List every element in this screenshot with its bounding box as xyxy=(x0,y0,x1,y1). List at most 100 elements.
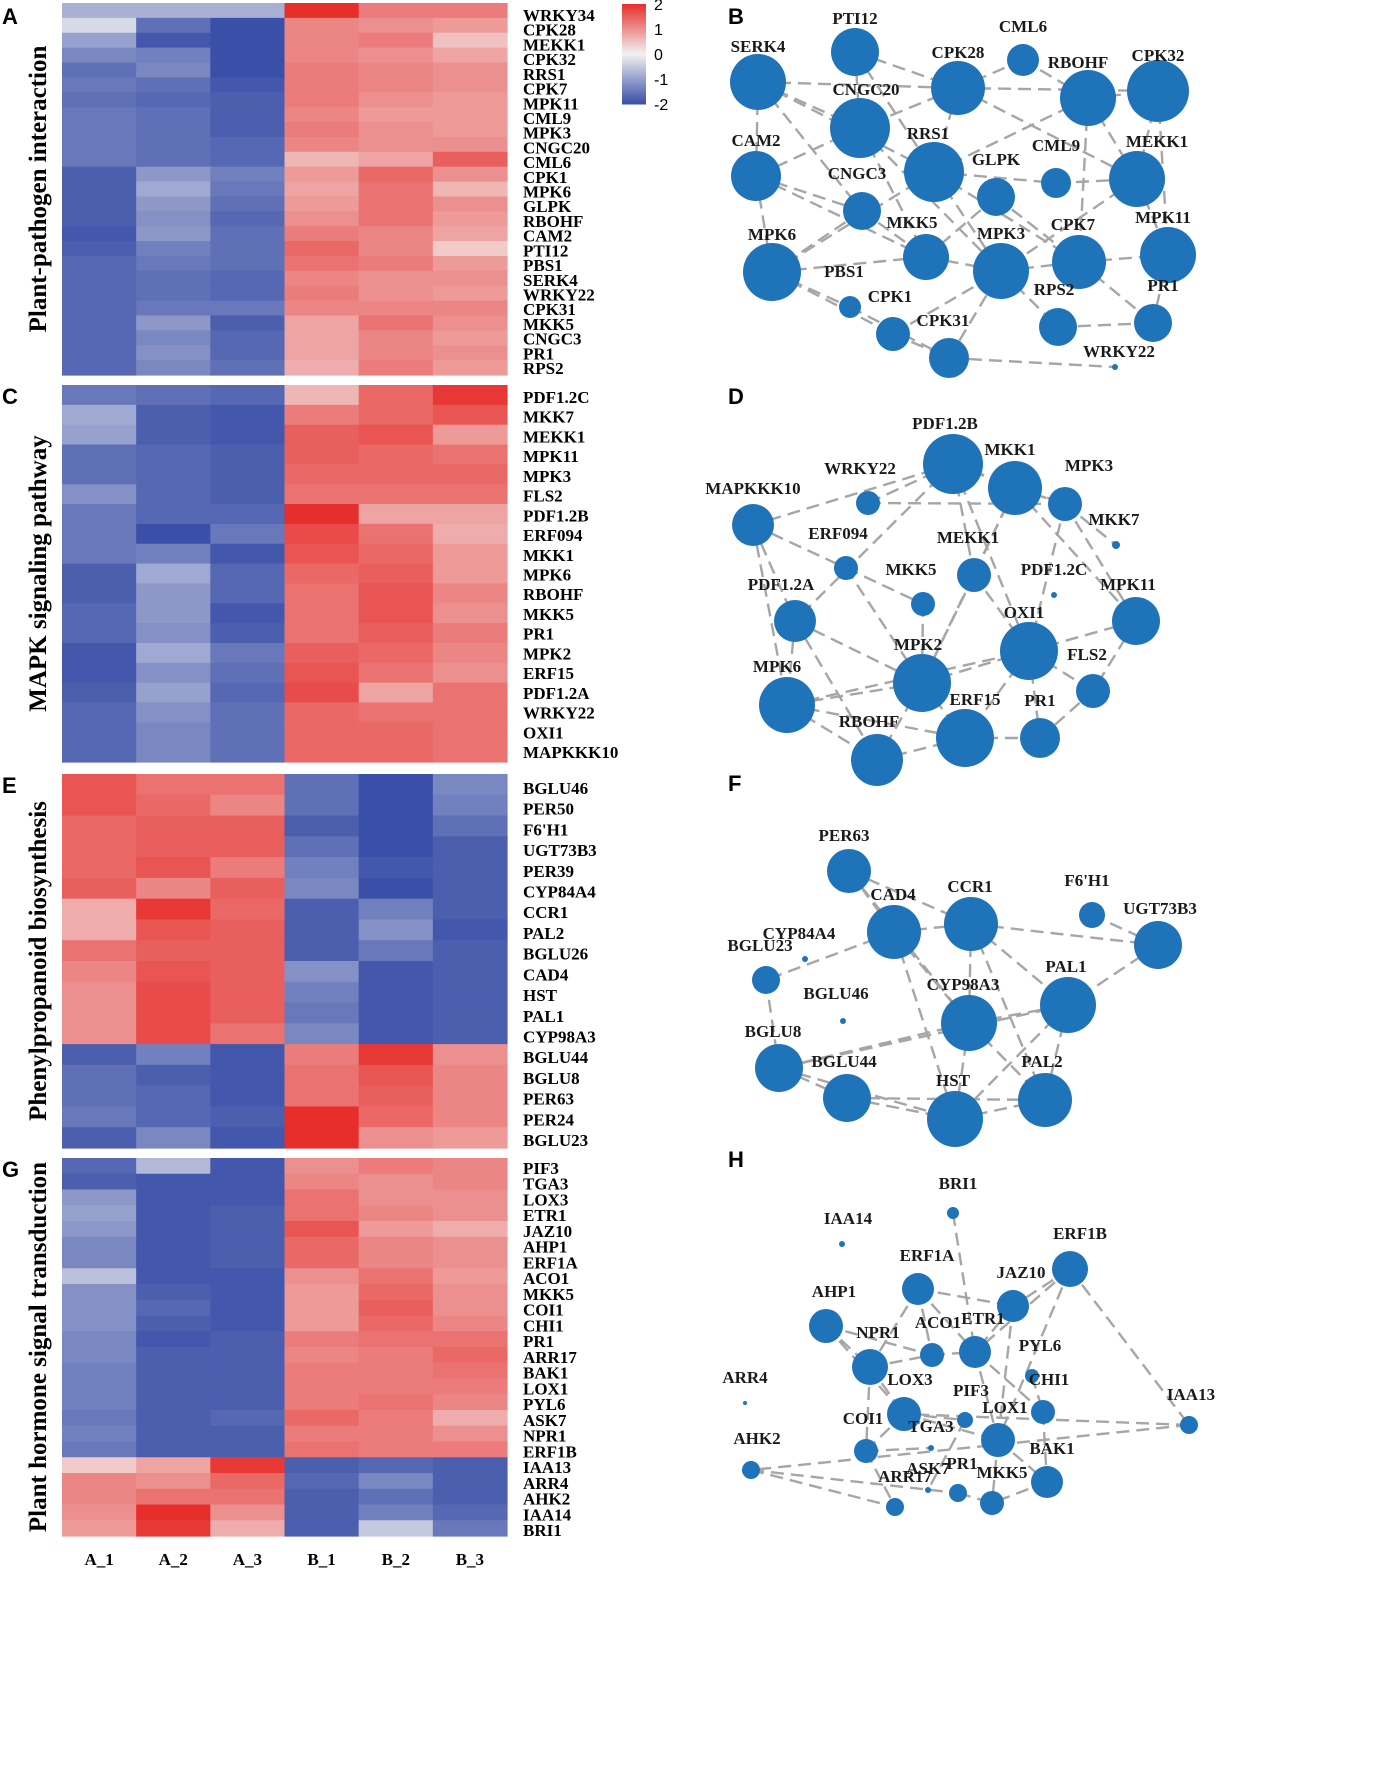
legend-gradient-step xyxy=(622,50,646,53)
network-node-label: IAA13 xyxy=(1167,1385,1215,1404)
heatmap-cell xyxy=(358,385,434,406)
heatmap-cell xyxy=(136,623,211,644)
heatmap-cell xyxy=(432,270,508,287)
heatmap-cell xyxy=(210,1106,286,1128)
network-edge xyxy=(750,1468,959,1495)
heatmap-cell xyxy=(210,543,286,565)
heatmap-cell xyxy=(432,1394,508,1411)
heatmap-cell xyxy=(62,211,137,227)
heatmap-cell xyxy=(136,504,211,525)
heatmap-cell xyxy=(432,1347,508,1364)
heatmap-cell xyxy=(432,3,508,19)
legend-gradient-step xyxy=(622,62,646,65)
legend-gradient-step xyxy=(622,85,646,88)
network-node-label: MKK5 xyxy=(886,560,937,579)
heatmap-cell xyxy=(284,181,360,198)
legend-gradient-step xyxy=(622,25,646,28)
network-node-label: RPS2 xyxy=(1034,280,1075,299)
heatmap-cell xyxy=(284,1002,360,1024)
heatmap-cell xyxy=(284,345,360,361)
heatmap-cell xyxy=(136,642,211,664)
heatmap-cell xyxy=(284,255,360,272)
heatmap-column-label: B_1 xyxy=(307,1550,335,1569)
network-nodes xyxy=(742,1207,1198,1516)
heatmap-cell xyxy=(136,181,211,198)
heatmap-cell xyxy=(136,1441,211,1458)
network-node xyxy=(730,54,786,110)
network-node xyxy=(834,556,858,580)
heatmap-cell xyxy=(136,122,211,138)
heatmap-cell xyxy=(210,270,286,287)
heatmap-cell xyxy=(358,1520,434,1537)
network-node-label: MKK7 xyxy=(1089,510,1140,529)
legend-gradient-step xyxy=(622,52,646,55)
heatmap-cell xyxy=(62,682,137,704)
heatmap-cell xyxy=(432,92,508,108)
heatmap-cell xyxy=(284,1410,360,1427)
heatmap-cell xyxy=(284,285,360,302)
network-node-label: MKK5 xyxy=(887,213,938,232)
heatmap-cell xyxy=(136,1520,211,1537)
heatmap-cell xyxy=(136,241,211,257)
network-edge xyxy=(771,270,851,309)
network-node-label: FLS2 xyxy=(1067,645,1107,664)
heatmap-cell xyxy=(432,1064,508,1087)
heatmap-cell xyxy=(62,32,137,49)
heatmap-row-label: CNGC20 xyxy=(523,138,590,157)
network-edge xyxy=(867,462,954,505)
heatmap-cell xyxy=(284,166,360,183)
heatmap-cell xyxy=(210,603,286,624)
heatmap-cell xyxy=(432,255,508,272)
heatmap-row-label: MEKK1 xyxy=(523,35,585,54)
heatmap-cell xyxy=(62,330,137,346)
heatmap-cell xyxy=(358,122,434,138)
heatmap-cell xyxy=(136,898,211,921)
heatmap-cell xyxy=(284,464,360,485)
legend-gradient-step xyxy=(622,19,646,22)
heatmap-cell xyxy=(284,3,360,19)
heatmap-cell xyxy=(62,360,137,376)
heatmap-cell xyxy=(62,92,137,108)
network-nodes xyxy=(752,849,1182,1147)
heatmap-cell xyxy=(284,523,360,545)
heatmap-cell xyxy=(62,404,137,426)
network-edge xyxy=(778,1003,1069,1070)
heatmap-cell xyxy=(136,345,211,361)
panel-letter: G xyxy=(2,1157,19,1182)
heatmap-cell xyxy=(136,981,211,1004)
network-node-label: AHP1 xyxy=(812,1282,856,1301)
network-edge xyxy=(1069,1268,1190,1426)
heatmap-cell xyxy=(358,961,434,983)
heatmap-column-label: A_2 xyxy=(159,1550,188,1569)
heatmap-column-label: A_1 xyxy=(84,1550,113,1569)
heatmap-cell xyxy=(210,444,286,465)
heatmap-row-label: CPK32 xyxy=(523,50,576,69)
heatmap-cell xyxy=(210,484,286,505)
heatmap-cell xyxy=(62,1284,137,1301)
heatmap-cell xyxy=(136,857,211,879)
network-edge xyxy=(844,567,924,684)
heatmap-cell xyxy=(358,815,434,837)
network-node-label: CAD4 xyxy=(870,885,916,904)
network-node xyxy=(840,1018,846,1024)
heatmap-cell xyxy=(210,523,286,545)
heatmap-cell xyxy=(136,255,211,272)
network-node xyxy=(886,1498,904,1516)
heatmap-cell xyxy=(358,424,434,446)
heatmap-cell xyxy=(210,1221,286,1238)
network-edge xyxy=(969,923,1047,1101)
heatmap-row-label: ERF1A xyxy=(523,1253,579,1272)
heatmap-cell xyxy=(432,1378,508,1395)
network-edge xyxy=(1135,90,1160,180)
heatmap-row-label: PR1 xyxy=(523,1332,554,1351)
heatmap-cell xyxy=(432,1504,508,1521)
heatmap-row-label: CHI1 xyxy=(523,1316,564,1335)
heatmap-row-label: OXI1 xyxy=(523,723,564,742)
heatmap-row-label: ARR17 xyxy=(523,1348,577,1367)
network-node-label: AHK2 xyxy=(733,1429,780,1448)
heatmap-row-label: PDF1.2B xyxy=(523,506,589,525)
heatmap-row-label: PER24 xyxy=(523,1110,575,1129)
